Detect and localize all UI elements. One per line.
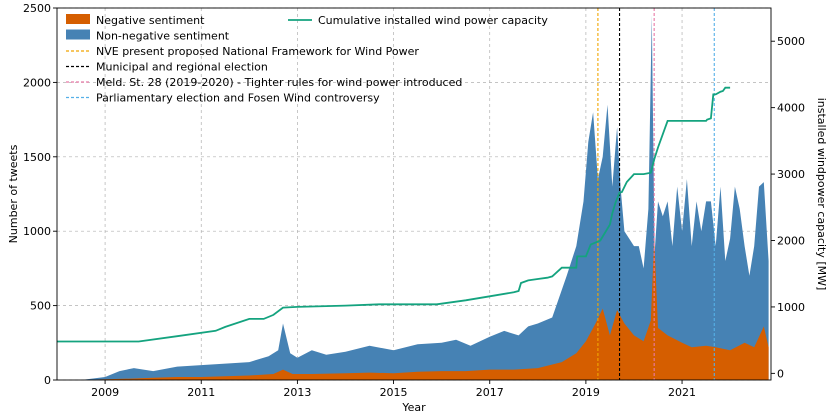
area-non-negative-sentiment	[57, 15, 769, 381]
y2-tick-label: 4000	[777, 102, 805, 115]
y2-tick-label: 0	[777, 367, 784, 380]
legend-label-non-negative: Non-negative sentiment	[96, 30, 230, 43]
x-axis: 2009 2011 2013 2015 2017 2019 2021	[91, 380, 696, 399]
x-tick-label: 2019	[572, 386, 600, 399]
y2-axis-label: installed windpower capacity [MW]	[815, 98, 828, 291]
legend-label-negative: Negative sentiment	[96, 14, 205, 27]
y-axis-right: 0 1000 2000 3000 4000 5000	[771, 35, 805, 380]
y2-tick-label: 3000	[777, 168, 805, 181]
x-tick-label: 2021	[668, 386, 696, 399]
area-negative-sentiment	[57, 238, 769, 380]
y-tick-label: 2500	[23, 2, 51, 15]
plot-frame	[56, 7, 772, 381]
legend-swatch-non-negative	[66, 29, 90, 40]
x-tick-label: 2009	[91, 386, 119, 399]
y-tick-label: 0	[44, 374, 51, 387]
legend: Negative sentiment Non-negative sentiment…	[66, 14, 548, 105]
areas	[57, 15, 769, 381]
legend-label-event-2: Municipal and regional election	[96, 61, 268, 74]
capacity-line-group	[57, 86, 731, 343]
capacity-line	[57, 86, 731, 343]
legend-label-event-3: Meld. St. 28 (2019-2020) - Tighter rules…	[96, 76, 462, 89]
y-axis-left: 0 500 1000 1500 2000 2500	[23, 2, 57, 387]
y2-tick-label: 1000	[777, 301, 805, 314]
x-axis-label: Year	[401, 401, 426, 414]
legend-swatch-negative	[66, 14, 90, 24]
x-tick-label: 2015	[380, 386, 408, 399]
y-axis-label: Number of tweets	[7, 144, 20, 243]
legend-label-event-1: NVE present proposed National Framework …	[96, 45, 419, 58]
x-tick-label: 2011	[187, 386, 215, 399]
y-tick-label: 1000	[23, 225, 51, 238]
y-tick-label: 500	[30, 300, 51, 313]
y-tick-label: 2000	[23, 76, 51, 89]
y2-tick-label: 5000	[777, 35, 805, 48]
legend-label-event-4: Parliamentary election and Fosen Wind co…	[96, 92, 380, 105]
x-tick-label: 2017	[476, 386, 504, 399]
y-tick-label: 1500	[23, 151, 51, 164]
y2-tick-label: 2000	[777, 235, 805, 248]
legend-label-capacity: Cumulative installed wind power capacity	[318, 14, 548, 27]
x-tick-label: 2013	[283, 386, 311, 399]
